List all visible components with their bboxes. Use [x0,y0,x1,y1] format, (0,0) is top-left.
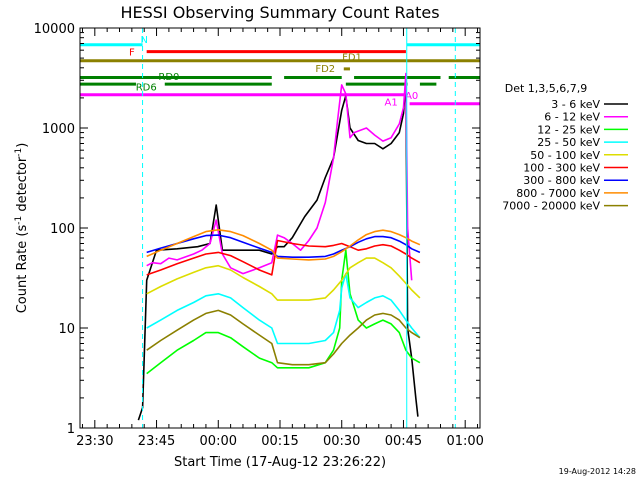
y-axis-label-end: ) [15,143,30,148]
y-tick-label: 10 [58,322,75,337]
series-line-50-100-kev [146,257,421,301]
y-axis-label-sup2: -1 [14,148,24,157]
flag-label-a0: A0 [405,91,418,102]
x-tick-label: 00:45 [385,434,422,449]
legend-label-50-100-kev: 50 - 100 keV [530,149,600,162]
flag-label-a1: A1 [385,97,398,108]
y-axis-label-sup1: -1 [14,216,24,225]
legend-label-800-7000-kev: 800 - 7000 keV [516,187,600,200]
legend-label-100-300-kev: 100 - 300 keV [523,162,600,175]
legend-header: Det 1,3,5,6,7,9 [505,82,588,95]
x-axis: 23:30 23:45 00:00 00:15 00:30 00:45 01:00 [76,28,484,449]
y-axis-label: Count Rate (s-1 detector-1) [14,143,30,314]
series-line-7000-20000-kev [146,309,421,366]
series-line-100-300-kev [146,239,421,276]
legend-label-7000-20000-kev: 7000 - 20000 keV [502,200,600,213]
y-axis-label-main: Count Rate (s [15,225,30,314]
series-line-3-6-kev [137,79,419,421]
flag-label-rd6: RD6 [136,83,157,94]
vertical-markers-layer [142,28,456,428]
flag-label-rd0: RD0 [158,72,179,83]
legend-label-300-800-kev: 300 - 800 keV [523,174,600,187]
x-tick-label: 00:30 [323,434,360,449]
chart-title: HESSI Observing Summary Count Rates [120,3,439,22]
y-tick-label: 100 [50,222,75,237]
series-layer [137,72,421,421]
flag-label-f: F [129,48,135,59]
x-tick-label: 00:00 [200,434,237,449]
flag-label-fd2: FD2 [315,64,335,75]
series-line-300-800-kev [146,234,421,259]
x-tick-label: 23:30 [76,434,113,449]
series-line-800-7000-kev [146,229,421,261]
y-tick-label: 10000 [34,22,75,37]
legend-label-3-6-kev: 3 - 6 keV [551,98,600,111]
footer-timestamp: 19-Aug-2012 14:28 [559,467,636,476]
x-axis-label: Start Time (17-Aug-12 23:26:22) [174,455,386,470]
y-tick-label: 1 [67,422,75,437]
legend-label-25-50-kev: 25 - 50 keV [537,136,600,149]
legend-label-6-12-kev: 6 - 12 keV [544,111,600,124]
x-tick-label: 23:45 [138,434,175,449]
series-line-12-25-kev [146,249,421,375]
series-line-25-50-kev [146,272,421,345]
y-axis: 1 10 100 1000 10000 [34,22,480,437]
y-tick-label: 1000 [42,122,75,137]
flag-label-n: N [140,35,147,46]
flag-label-fd1: FD1 [342,52,362,63]
x-tick-label: 01:00 [446,434,483,449]
legend-label-12-25-kev: 12 - 25 keV [537,123,600,136]
x-tick-label: 00:15 [261,434,298,449]
y-axis-label-mid: detector [15,156,30,216]
